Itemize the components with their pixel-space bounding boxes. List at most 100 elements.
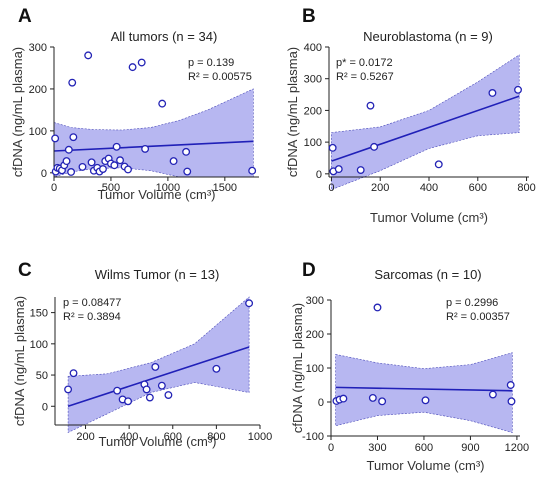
data-point <box>124 165 132 174</box>
data-point <box>506 381 515 389</box>
panel-title: Neuroblastoma (n = 9) <box>363 29 493 44</box>
x-tick-label: 1000 <box>156 182 180 194</box>
x-tick-label: 600 <box>164 431 182 443</box>
regression-line <box>335 386 513 392</box>
data-point <box>64 385 73 394</box>
y-axis-title: cfDNA (ng/mL plasma) <box>285 47 300 177</box>
data-point <box>183 167 192 176</box>
data-point <box>248 166 257 175</box>
y-tick-label: 0 <box>41 168 47 180</box>
data-point <box>514 85 522 94</box>
r-squared-label: R² = 0.00575 <box>188 71 252 83</box>
y-tick-label: 200 <box>306 329 324 341</box>
data-point <box>51 134 60 143</box>
x-tick-label: 500 <box>102 182 120 194</box>
data-point <box>488 390 497 399</box>
panel-c: C Wilms Tumor (n = 13) 200 400 600 800 1000 0 50… <box>12 260 272 449</box>
r-squared-label: R² = 0.3894 <box>63 311 121 323</box>
data-point <box>434 160 443 169</box>
x-tick-label: 1000 <box>248 431 272 443</box>
x-axis-title: Tumor Volume (cm³) <box>367 458 485 473</box>
y-tick-label: 100 <box>306 363 324 375</box>
r-squared-label: R² = 0.00357 <box>446 311 510 323</box>
y-tick-label: 300 <box>306 295 324 307</box>
x-tick-label: 800 <box>517 182 535 194</box>
x-tick-label: 0 <box>328 182 334 194</box>
p-value-label: p = 0.2996 <box>446 297 498 309</box>
x-tick-label: 200 <box>76 431 94 443</box>
y-tick-label: -100 <box>302 431 324 443</box>
x-tick-label: 600 <box>415 442 433 454</box>
p-value-label: p = 0.139 <box>188 57 234 69</box>
x-tick-label: 400 <box>120 431 138 443</box>
data-point <box>110 161 119 170</box>
x-tick-label: 900 <box>461 442 479 454</box>
data-point <box>64 145 73 154</box>
data-point <box>87 158 96 167</box>
data-point <box>212 364 221 373</box>
data-point <box>142 385 151 394</box>
y-tick-label: 100 <box>30 339 48 351</box>
data-point <box>112 142 121 151</box>
data-point <box>157 381 166 390</box>
y-axis-title: cfDNA (ng/mL plasma) <box>290 303 305 433</box>
panel-title: Sarcomas (n = 10) <box>374 267 481 282</box>
data-point <box>182 147 191 156</box>
data-point <box>62 157 71 166</box>
data-point <box>334 165 343 174</box>
y-axis-title: cfDNA (ng/mL plasma) <box>12 296 27 426</box>
data-point <box>124 397 133 406</box>
confidence-band <box>331 54 520 191</box>
regression-line <box>67 346 250 408</box>
data-point <box>99 165 107 173</box>
y-tick-label: 50 <box>36 370 48 382</box>
data-point <box>145 393 154 402</box>
y-tick-label: 400 <box>304 42 322 54</box>
y-tick-label: 0 <box>318 397 324 409</box>
panel-b: B Neuroblastoma (n = 9) 0 200 400 600 800 0 100 2… <box>285 6 536 225</box>
y-tick-label: 300 <box>304 74 322 86</box>
x-tick-label: 200 <box>371 182 389 194</box>
data-point <box>245 299 254 308</box>
x-tick-label: 1200 <box>505 442 529 454</box>
data-point <box>378 397 387 406</box>
data-point <box>68 78 77 87</box>
y-tick-label: 100 <box>304 137 322 149</box>
p-value-label: p = 0.08477 <box>63 297 121 309</box>
panel-letter: D <box>302 260 316 281</box>
data-point <box>141 144 150 153</box>
data-point <box>116 156 125 165</box>
data-point <box>69 133 78 142</box>
y-tick-label: 150 <box>30 308 48 320</box>
y-tick-label: 0 <box>316 169 322 181</box>
data-point <box>356 166 365 174</box>
y-tick-label: 100 <box>29 126 47 138</box>
x-tick-label: 600 <box>469 182 487 194</box>
panel-letter: B <box>302 6 316 27</box>
y-axis-title: cfDNA (ng/mL plasma) <box>10 47 25 177</box>
data-point <box>366 101 375 110</box>
x-tick-label: 0 <box>328 442 334 454</box>
data-point <box>169 157 178 166</box>
confidence-band <box>335 352 513 433</box>
x-tick-label: 400 <box>420 182 438 194</box>
data-point <box>373 303 382 312</box>
panel-d: D Sarcomas (n = 10) 0 300 600 900 1200 -100 0 100… <box>290 260 529 473</box>
data-point <box>158 99 167 108</box>
data-point <box>84 51 93 60</box>
data-point <box>69 369 78 378</box>
data-point <box>421 396 430 405</box>
y-tick-label: 300 <box>29 42 47 54</box>
regression-line <box>53 140 254 152</box>
data-point <box>151 362 160 371</box>
data-point <box>370 142 379 151</box>
x-axis-title: Tumor Volume (cm³) <box>98 187 216 202</box>
data-point <box>128 63 137 72</box>
x-tick-label: 800 <box>207 431 225 443</box>
x-tick-label: 0 <box>51 182 57 194</box>
x-axis-title: Tumor Volume (cm³) <box>370 210 488 225</box>
data-point <box>339 394 348 403</box>
y-tick-label: 200 <box>29 84 47 96</box>
data-point <box>78 162 87 171</box>
